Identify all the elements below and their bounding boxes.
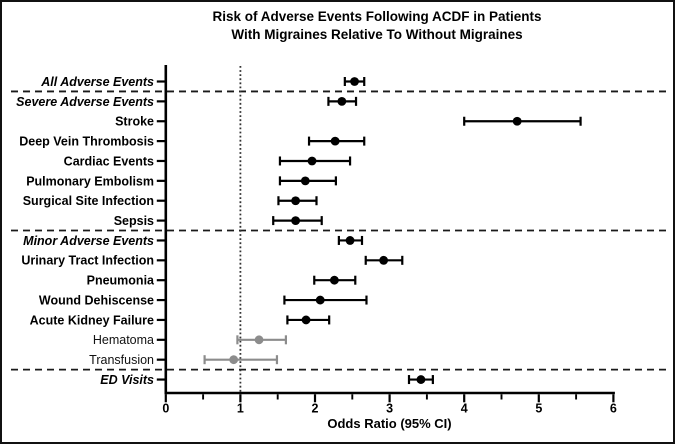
row-label: Transfusion: [89, 353, 154, 367]
x-tick-label: 1: [237, 402, 244, 416]
point-estimate: [254, 335, 264, 345]
row-label: Minor Adverse Events: [23, 234, 154, 248]
x-tick-label: 0: [162, 402, 169, 416]
point-estimate: [512, 116, 522, 126]
chart-title-line-1: Risk of Adverse Events Following ACDF in…: [212, 9, 542, 24]
x-tick-label: 3: [386, 402, 393, 416]
row-label: Cardiac Events: [64, 154, 154, 168]
point-estimate: [315, 295, 325, 305]
row-label: Severe Adverse Events: [16, 95, 154, 109]
row-label: Surgical Site Infection: [23, 194, 154, 208]
point-estimate: [229, 355, 239, 365]
point-estimate: [291, 196, 301, 206]
row-label: Deep Vein Thrombosis: [19, 135, 154, 149]
row-label: Urinary Tract Infection: [21, 254, 154, 268]
point-estimate: [307, 156, 317, 166]
point-estimate: [330, 136, 340, 146]
point-estimate: [301, 315, 311, 325]
point-estimate: [345, 236, 355, 245]
row-label: Hematoma: [93, 333, 154, 347]
x-tick-label: 2: [312, 402, 319, 416]
x-tick-label: 5: [535, 402, 542, 416]
row-label: ED Visits: [100, 373, 154, 387]
point-estimate: [350, 77, 359, 86]
point-estimate: [300, 176, 310, 186]
row-label: Acute Kidney Failure: [30, 313, 154, 327]
row-label: All Adverse Events: [40, 75, 154, 89]
chart-title: Risk of Adverse Events Following ACDF in…: [77, 8, 673, 43]
point-estimate: [416, 375, 426, 384]
x-tick-label: 4: [461, 402, 468, 416]
row-label: Sepsis: [114, 214, 154, 228]
chart-title-line-2: With Migraines Relative To Without Migra…: [231, 26, 523, 42]
row-label: Wound Dehiscense: [39, 293, 154, 307]
point-estimate: [291, 216, 301, 225]
point-estimate: [337, 96, 347, 106]
row-label: Pneumonia: [87, 274, 155, 288]
row-label: Pulmonary Embolism: [26, 174, 154, 188]
point-estimate: [379, 255, 389, 265]
point-estimate: [329, 275, 339, 285]
x-axis-label: Odds Ratio (95% CI): [327, 416, 452, 431]
x-tick-label: 6: [610, 402, 617, 416]
row-label: Stroke: [115, 115, 154, 129]
